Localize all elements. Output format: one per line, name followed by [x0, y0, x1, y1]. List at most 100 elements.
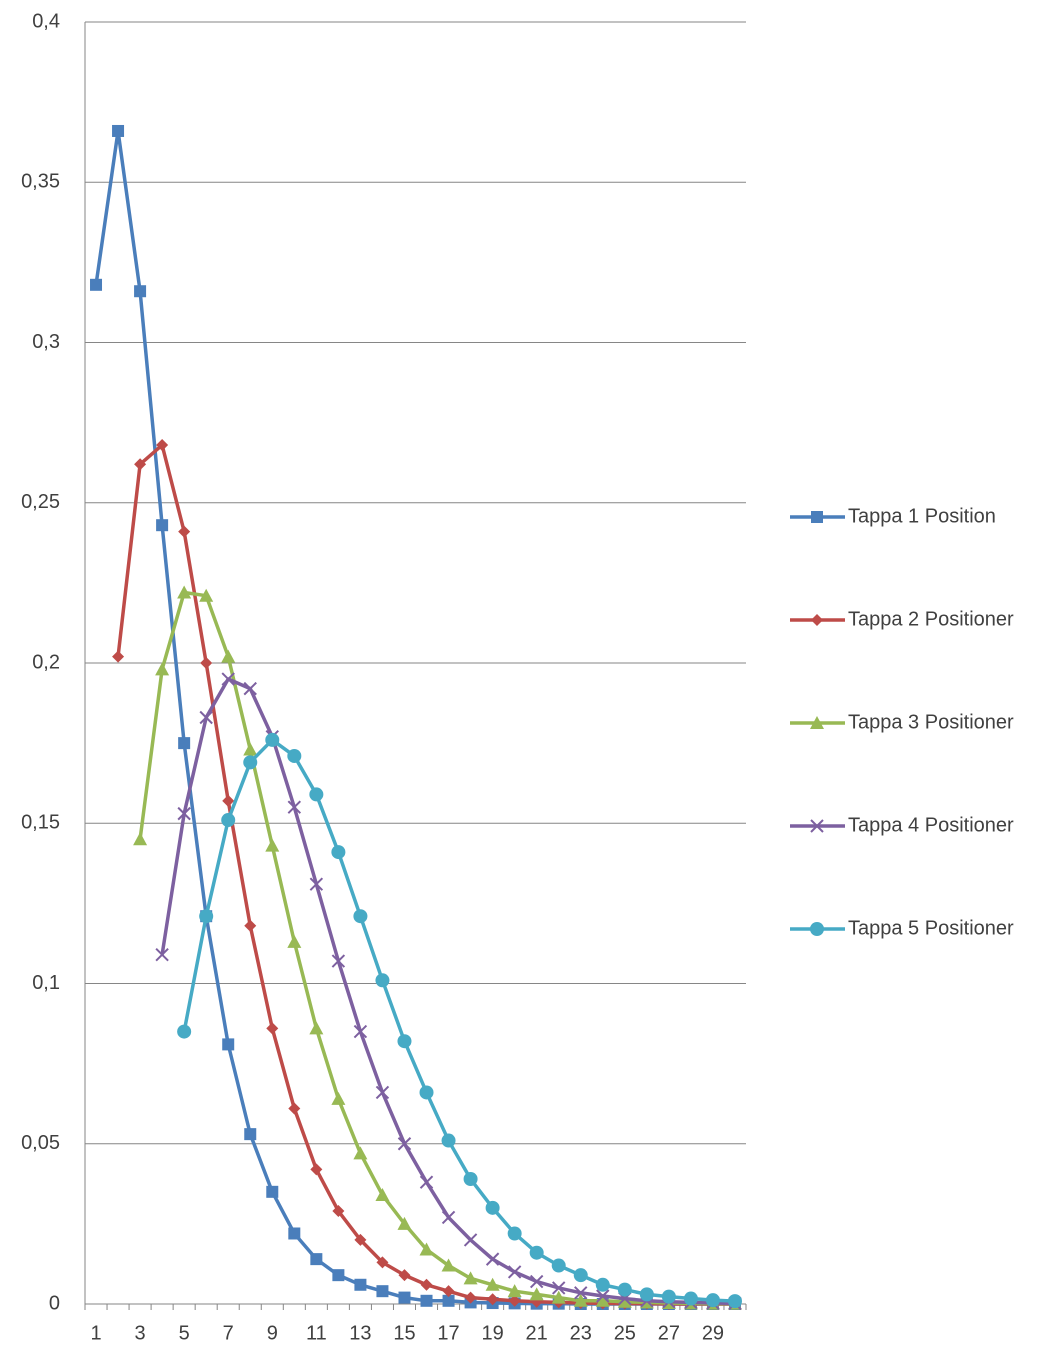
data-point: [442, 1285, 455, 1298]
data-point: [354, 1278, 367, 1291]
data-point: [376, 1256, 389, 1269]
x-tick-label: 11: [306, 1322, 327, 1344]
data-point: [243, 755, 258, 770]
data-point: [420, 1278, 433, 1291]
data-point: [617, 1282, 632, 1297]
data-point: [485, 1277, 500, 1291]
data-point: [243, 681, 257, 696]
data-point: [199, 710, 213, 725]
data-point: [177, 806, 191, 821]
data-point: [573, 1293, 588, 1307]
data-point: [331, 1091, 346, 1105]
legend-marker: [810, 716, 824, 729]
data-point: [156, 519, 169, 532]
series-line: [94, 129, 735, 1306]
data-point: [529, 1245, 544, 1260]
x-tick-label: 21: [526, 1322, 548, 1344]
data-point: [486, 1293, 499, 1306]
data-point: [309, 787, 324, 802]
data-point: [266, 1185, 279, 1198]
data-point: [661, 1289, 676, 1304]
data-point: [221, 813, 236, 828]
data-point: [331, 954, 346, 968]
data-point: [200, 657, 213, 669]
data-point: [683, 1291, 698, 1306]
data-point: [243, 742, 258, 756]
data-point: [397, 1137, 412, 1151]
x-tick-label: 1: [90, 1322, 101, 1344]
y-tick-label: 0: [49, 1292, 60, 1314]
legend-marker: [811, 614, 823, 626]
data-point: [397, 1216, 412, 1230]
legend-marker: [811, 511, 823, 523]
legend-label: Tappa 2 Positioner: [848, 608, 1014, 630]
data-point: [420, 1294, 433, 1307]
x-tick-label: 15: [393, 1322, 415, 1344]
data-point: [705, 1293, 720, 1308]
data-point: [178, 737, 191, 750]
data-point: [595, 1293, 610, 1307]
data-point: [221, 672, 235, 686]
data-point: [332, 1269, 345, 1282]
y-tick-label: 0,05: [21, 1132, 60, 1154]
legend-label: Tappa 5 Positioner: [848, 917, 1014, 939]
data-point: [441, 1210, 456, 1225]
x-tick-label: 27: [658, 1322, 680, 1344]
data-point: [375, 973, 390, 988]
data-point: [178, 525, 191, 538]
series-line: [138, 590, 735, 1306]
data-point: [310, 1163, 323, 1176]
x-tick-label: 19: [481, 1322, 503, 1344]
data-point: [507, 1284, 522, 1298]
x-tick-label: 9: [267, 1322, 278, 1344]
data-point: [398, 1291, 411, 1304]
x-tick-label: 17: [437, 1322, 459, 1344]
data-point: [222, 794, 235, 807]
data-point: [442, 1294, 455, 1307]
legend-marker: [810, 819, 824, 833]
data-point: [617, 1294, 632, 1308]
data-point: [331, 845, 346, 860]
data-point: [265, 732, 280, 747]
data-point: [244, 1128, 257, 1141]
data-point: [596, 1289, 610, 1303]
data-point: [288, 1227, 301, 1240]
data-point: [485, 1200, 500, 1215]
data-point: [353, 909, 368, 924]
x-tick-label: 25: [614, 1322, 636, 1344]
data-point: [441, 1258, 456, 1272]
data-point: [155, 662, 170, 676]
data-point: [177, 585, 192, 599]
data-point: [287, 800, 302, 814]
data-point: [727, 1294, 742, 1309]
series-line: [116, 443, 735, 1306]
data-point: [551, 1258, 566, 1273]
x-tick-label: 29: [702, 1322, 724, 1344]
data-point: [112, 124, 125, 137]
data-point: [398, 1269, 411, 1282]
data-point: [112, 650, 125, 663]
data-point: [309, 877, 324, 891]
data-point: [244, 919, 257, 932]
data-point: [177, 1024, 192, 1039]
legend-marker: [810, 922, 824, 936]
data-point: [485, 1252, 500, 1266]
data-point: [309, 1021, 324, 1035]
legend-label: Tappa 1 Position: [848, 505, 996, 527]
x-tick-label: 7: [223, 1322, 234, 1344]
data-point: [156, 439, 169, 452]
data-point: [529, 1274, 544, 1289]
data-point: [419, 1175, 434, 1189]
data-point: [507, 1226, 522, 1241]
data-point: [441, 1133, 456, 1148]
data-point: [574, 1286, 588, 1300]
data-point: [265, 838, 280, 852]
data-point: [463, 1271, 478, 1285]
y-tick-label: 0,4: [32, 10, 60, 32]
data-point: [353, 1146, 368, 1160]
data-point: [397, 1034, 412, 1049]
data-point: [639, 1287, 654, 1302]
data-point: [464, 1291, 477, 1304]
data-point: [221, 649, 236, 663]
